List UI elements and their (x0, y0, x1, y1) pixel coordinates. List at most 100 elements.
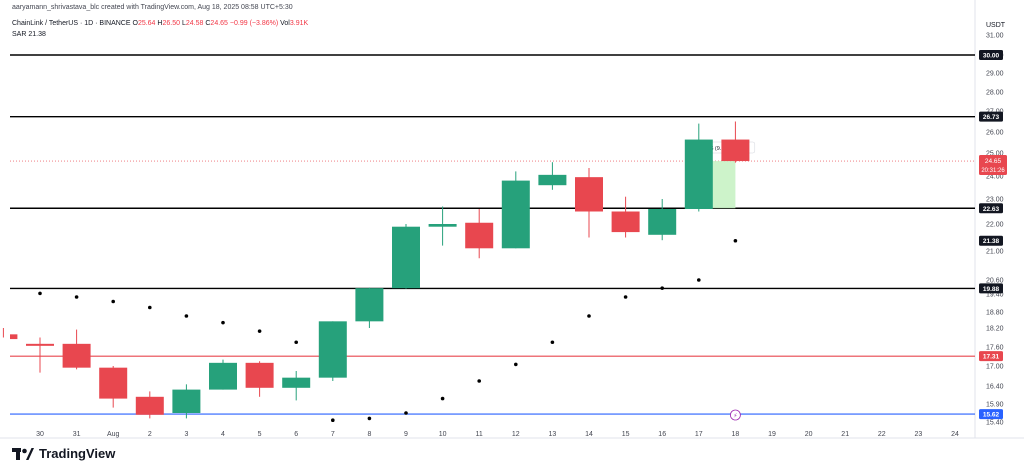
y-tick-label: 29.00 (986, 71, 1004, 78)
sar-dot (74, 295, 79, 299)
volume-value: 3.91K (289, 20, 309, 27)
ohlc-values: O25.64 H26.50 L24.58 C24.65 −0.99 (−3.86… (132, 20, 308, 27)
x-tick-label: 2 (148, 431, 152, 438)
candle-body (684, 139, 713, 209)
candle-body (10, 334, 18, 340)
sar-dot (697, 278, 701, 282)
y-tick-label: 24.00 (986, 174, 1004, 181)
current-price-label: 24.65 (985, 158, 1002, 165)
x-tick-label: 14 (585, 431, 593, 438)
level-price-label: 26.73 (983, 114, 1000, 121)
sar-price-label: 21.38 (983, 238, 1000, 245)
x-tick-label: 13 (549, 431, 557, 438)
y-tick-label: 21.00 (986, 249, 1004, 256)
countdown-label: 20:31:26 (981, 168, 1005, 174)
currency-label[interactable]: USDT (986, 22, 1006, 29)
y-tick-label: 17.00 (986, 364, 1004, 371)
tradingview-brand[interactable]: TradingView (12, 446, 115, 461)
symbol-name: ChainLink / TetherUS · 1D · BINANCE (12, 20, 131, 27)
y-tick-label: 23.00 (986, 197, 1004, 204)
y-tick-label: 31.00 (986, 33, 1004, 40)
y-tick-label: 26.00 (986, 130, 1004, 137)
sar-label: SAR (12, 31, 27, 38)
tradingview-logo-icon (12, 447, 34, 460)
x-tick-label: 3 (184, 431, 188, 438)
y-tick-label: 15.40 (986, 420, 1004, 427)
level-price-tag (979, 203, 1003, 214)
sar-value: 21.38 (28, 31, 46, 38)
candle-body (209, 362, 237, 390)
x-tick-label: 5 (258, 431, 262, 438)
candle-body (318, 321, 347, 378)
y-tick-label: 15.90 (986, 402, 1004, 409)
y-tick-label: 25.00 (986, 151, 1004, 158)
candle-body (575, 177, 603, 212)
x-tick-label: 23 (915, 431, 923, 438)
sar-dot (257, 329, 262, 333)
level-price-tag (979, 409, 1003, 420)
y-tick-label: 20.60 (986, 278, 1004, 285)
level-price-label: 22.63 (983, 206, 1000, 213)
candle-body (501, 180, 530, 249)
sar-dot (550, 340, 555, 345)
sar-dot (440, 396, 445, 401)
sar-dot (184, 314, 189, 318)
x-tick-label: 30 (36, 431, 44, 438)
sar-dot (221, 320, 225, 325)
x-tick-label: 10 (439, 431, 447, 438)
candle-body (99, 367, 128, 399)
y-tick-label: 18.20 (986, 326, 1004, 333)
x-tick-label: 19 (768, 431, 776, 438)
close-label: C (205, 20, 211, 27)
candle-body (282, 377, 311, 388)
candle-body (135, 396, 164, 415)
level-price-label: 19.88 (983, 286, 1000, 293)
candle-body (465, 222, 494, 249)
x-tick-label: 18 (732, 431, 740, 438)
event-marker-glyph: ⚡ (733, 413, 737, 420)
y-tick-label: 28.00 (986, 90, 1004, 97)
level-price-label: 15.62 (983, 412, 1000, 419)
x-tick-label: 31 (73, 431, 81, 438)
candle-body (245, 362, 274, 388)
sar-dot (367, 416, 372, 421)
change-value: −0.99 (−3.86%) (229, 20, 279, 27)
sar-dot (623, 295, 628, 299)
sar-dot (733, 238, 738, 243)
x-tick-label: 9 (404, 431, 408, 438)
x-tick-label: 22 (878, 431, 886, 438)
sar-legend[interactable]: SAR 21.38 (12, 31, 46, 38)
candle-body (26, 343, 54, 346)
x-tick-label: 16 (658, 431, 666, 438)
chart-legend[interactable]: ChainLink / TetherUS · 1D · BINANCE O25.… (12, 20, 308, 27)
high-label: H (157, 20, 163, 27)
x-tick-label: 11 (476, 431, 483, 438)
x-tick-label: 6 (294, 431, 298, 438)
x-tick-label: Aug (107, 431, 120, 438)
candle-body (538, 174, 567, 186)
candle-body (428, 224, 457, 227)
sar-dot (514, 362, 518, 367)
candle-body (721, 139, 750, 162)
sar-dot (148, 305, 152, 310)
sar-dot (660, 286, 664, 290)
x-tick-label: 7 (331, 431, 335, 438)
x-tick-label: 4 (221, 431, 225, 438)
candle-body (611, 211, 640, 233)
x-tick-label: 15 (622, 431, 630, 438)
candle-body (392, 226, 420, 289)
volume-label: Vol (280, 20, 290, 27)
sar-dot (331, 418, 335, 423)
close-value: 24.65 (210, 20, 228, 27)
level-price-tag (979, 111, 1003, 122)
candle-body (172, 389, 201, 413)
sar-dot (404, 411, 408, 415)
x-tick-label: 12 (512, 431, 520, 438)
sar-dot (587, 314, 591, 318)
level-price-label: 30.00 (983, 53, 1000, 60)
event-marker-icon (730, 409, 741, 421)
x-tick-label: 20 (805, 431, 813, 438)
chart-attribution: aaryamann_shrivastava_blc created with T… (12, 4, 293, 11)
y-tick-label: 16.40 (986, 384, 1004, 391)
